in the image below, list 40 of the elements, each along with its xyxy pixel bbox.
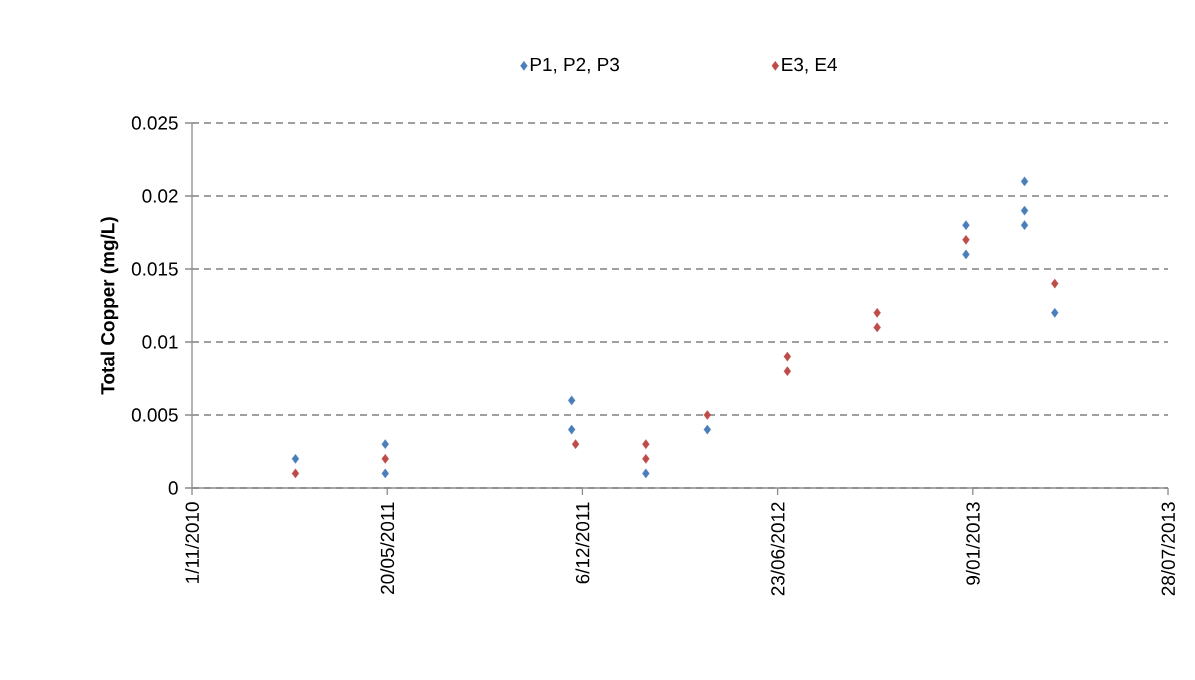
point [291,468,300,479]
point [642,468,650,479]
point [783,366,792,376]
y-tick-label: 0.005 [131,408,178,422]
point [381,468,389,479]
point [1020,220,1029,230]
point [962,249,970,260]
point [783,351,792,362]
y-tick-label: 0 [168,481,178,495]
x-tick-label: 1/11/2010 [185,502,199,583]
x-tick-label: 6/12/2011 [575,502,590,584]
point [962,220,970,230]
point [1051,308,1059,318]
y-tick-label: 0.01 [142,335,178,349]
point [873,308,881,318]
point [568,424,576,435]
point [873,322,881,333]
y-tick-label: 0.02 [142,189,178,203]
x-tick-label: 28/07/2013 [1161,502,1175,596]
x-tick-label: 9/01/2013 [965,502,980,585]
legend-label: P1, P2, P3 [530,57,619,74]
point [1020,205,1029,216]
point [642,454,650,464]
y-axis-title: Total Copper (mg/L) [100,217,119,395]
point [291,454,300,464]
point [381,454,389,464]
y-tick-label: 0.015 [131,262,178,276]
point [703,410,711,420]
point [381,439,389,449]
point [1051,278,1059,289]
point [642,439,650,449]
point [1020,176,1029,187]
point [571,439,580,449]
point [703,424,711,435]
legend-label: E3, E4 [782,57,837,74]
point [568,395,576,406]
x-tick-label: 23/06/2012 [770,502,785,596]
x-tick-label: 20/05/2011 [380,502,395,594]
point [962,235,970,245]
y-tick-label: 0.025 [131,116,178,130]
